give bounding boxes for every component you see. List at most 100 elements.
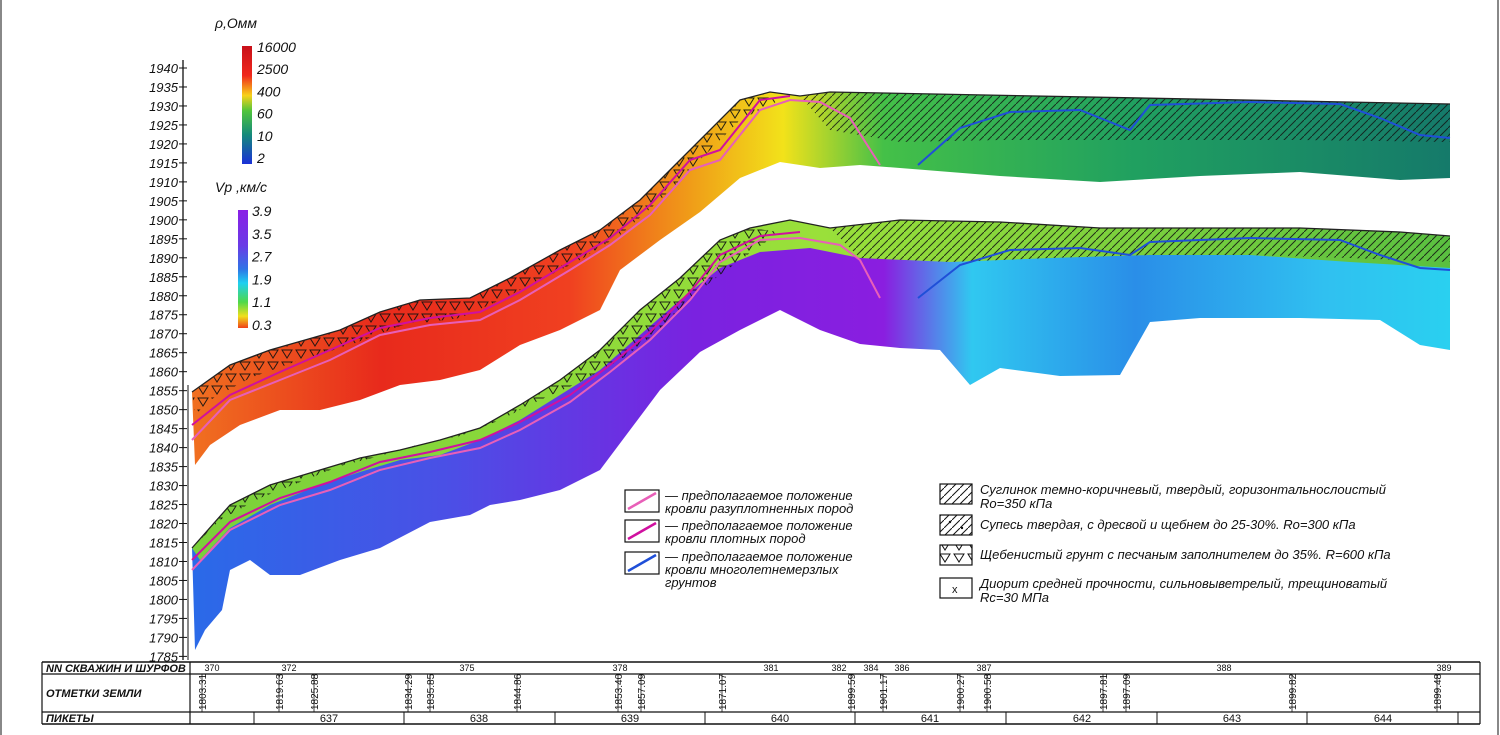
soil-legend-item: Щебенистый грунт с песчаным заполнителем…	[939, 544, 1391, 566]
ground-elevation-value: 1897.09	[1122, 673, 1133, 710]
soil-legend-text1: Суглинок темно-коричневый, твердый, гори…	[980, 482, 1386, 497]
well-number: 370	[204, 663, 219, 673]
picket-number: 640	[771, 713, 789, 725]
elevation-tick-label: 1835	[149, 460, 179, 475]
ground-elevation-value: 1900.58	[983, 673, 994, 710]
picket-number: 637	[320, 713, 338, 725]
elevation-tick-label: 1860	[149, 365, 179, 380]
gravel-band-lower	[192, 228, 780, 548]
picket-number: 638	[470, 713, 488, 725]
ground-elevation-value: 1897.81	[1099, 673, 1110, 710]
ground-elevation-value: 1834.29	[404, 673, 415, 710]
elevation-tick-label: 1910	[149, 175, 179, 190]
well-number: 378	[612, 663, 627, 673]
lines-legend-text1: — предполагаемое положение	[664, 549, 853, 564]
elevation-tick-label: 1840	[149, 441, 179, 456]
ground-elevation-value: 1899.48	[1433, 673, 1444, 710]
soil-legend-item: Суглинок темно-коричневый, твердый, гори…	[939, 482, 1386, 511]
elevation-tick-label: 1795	[149, 611, 179, 626]
elevation-tick-label: 1935	[149, 80, 179, 95]
well-number: 381	[763, 663, 778, 673]
well-number: 386	[894, 663, 909, 673]
ground-elevation-value: 1803.31	[198, 673, 209, 710]
lines-legend-text2: кровли разуплотненных пород	[665, 501, 853, 516]
elevation-tick-label: 1805	[149, 573, 179, 588]
table-row-pickets-label: ПИКЕТЫ	[46, 713, 95, 725]
velocity-scale-label: 1.1	[252, 294, 271, 310]
ground-elevation-value: 1819.63	[275, 673, 286, 710]
elevation-tick-label: 1820	[149, 517, 179, 532]
soil-legend-item: Супесь твердая, с дресвой и щебнем до 25…	[939, 514, 1356, 536]
velocity-scale-title: Vp ,км/с	[215, 179, 267, 195]
ground-surface-upper	[191, 91, 1451, 393]
elevation-tick-label: 1830	[149, 479, 179, 494]
dense-rock-roof-line-upper	[191, 95, 791, 426]
resistivity-scale-title: ρ,Омм	[214, 15, 257, 31]
well-number: 375	[459, 663, 474, 673]
ground-elevation-value: 1853.40	[614, 673, 625, 710]
resistivity-scale-label: 2	[256, 150, 265, 166]
soil-legend-text1: Щебенистый грунт с песчаным заполнителем…	[980, 547, 1391, 562]
well-number: 382	[831, 663, 846, 673]
elevation-tick-label: 1865	[149, 346, 179, 361]
elevation-tick-label: 1930	[149, 99, 179, 114]
loam-hatch-lower	[830, 220, 1450, 262]
velocity-scale-label: 3.9	[252, 203, 272, 219]
soil-legend-item: x Диорит средней прочности, сильновыветр…	[939, 576, 1387, 605]
elevation-tick-label: 1890	[149, 251, 179, 266]
ground-elevation-value: 1825.88	[310, 673, 321, 710]
elevation-tick-label: 1915	[149, 156, 179, 171]
elevation-tick-label: 1875	[149, 308, 179, 323]
velocity-scale-label: 2.7	[251, 249, 273, 265]
picket-number: 639	[621, 713, 639, 725]
loose-rock-roof-line-upper	[191, 98, 881, 441]
permafrost-roof-line-lower	[917, 236, 1451, 299]
picket-number: 643	[1223, 713, 1241, 725]
resistivity-scale-label: 400	[257, 83, 281, 99]
ground-elevation-value: 1835.85	[426, 673, 437, 710]
elevation-tick-label: 1850	[149, 403, 179, 418]
bottom-table: NN СКВАЖИН И ШУРФОВ ОТМЕТКИ ЗЕМЛИ ПИКЕТЫ…	[41, 661, 1481, 725]
resistivity-section	[191, 91, 1451, 465]
soil-legend-text1: Супесь твердая, с дресвой и щебнем до 25…	[980, 517, 1356, 532]
lines-legend-item: — предполагаемое положение кровли многол…	[624, 549, 853, 590]
soil-legend-text1: Диорит средней прочности, сильновыветрел…	[978, 576, 1387, 591]
velocity-scale: Vp ,км/с 3.9 3.5 2.7 1.9 1.1 0.3	[215, 179, 273, 333]
resistivity-scale: ρ,Омм 16000 2500 400 60 10 2	[214, 15, 296, 166]
elevation-tick-label: 1940	[149, 61, 179, 76]
elevation-tick-label: 1900	[149, 213, 179, 228]
elevation-tick-label: 1905	[149, 194, 179, 209]
lines-legend-text1: — предполагаемое положение	[664, 488, 853, 503]
table-row-wells-label: NN СКВАЖИН И ШУРФОВ	[46, 663, 186, 675]
elevation-tick-label: 1845	[149, 422, 179, 437]
picket-number: 642	[1073, 713, 1091, 725]
loam-hatch-upper	[800, 92, 1450, 142]
ground-elevation-value: 1857.09	[637, 673, 648, 710]
velocity-colorbar	[238, 210, 248, 328]
elevation-tick-label: 1895	[149, 232, 179, 247]
lines-legend: — предполагаемое положение кровли разупл…	[624, 488, 853, 590]
elevation-axis: 1940 1935 1930 1925 1920 1915 1910 1905 1900 1895…	[149, 60, 189, 664]
well-number: 384	[863, 663, 878, 673]
ground-elevation-value: 1871.07	[718, 673, 729, 710]
elevation-tick-label: 1800	[149, 592, 179, 607]
resistivity-scale-label: 10	[257, 128, 273, 144]
resistivity-scale-label: 60	[257, 106, 273, 122]
elevation-tick-label: 1785	[149, 649, 179, 664]
lines-legend-item: — предполагаемое положение кровли разупл…	[624, 488, 853, 516]
ground-elevation-value: 1899.59	[847, 673, 858, 710]
soil-legend: Суглинок темно-коричневый, твердый, гори…	[939, 482, 1391, 605]
resistivity-scale-label: 16000	[257, 39, 296, 55]
lines-legend-text3: грунтов	[665, 575, 717, 590]
well-number: 388	[1216, 663, 1231, 673]
ground-elevation-value: 1900.27	[956, 673, 967, 710]
dense-rock-roof-line-lower	[191, 231, 801, 561]
elevation-tick-label: 1815	[149, 536, 179, 551]
velocity-body	[192, 220, 1450, 650]
picket-number: 641	[921, 713, 939, 725]
picket-number: 644	[1374, 713, 1392, 725]
well-number: 389	[1436, 663, 1451, 673]
lines-legend-item: — предполагаемое положение кровли плотны…	[624, 518, 853, 546]
lines-legend-text2: кровли многолетнемерзлых	[665, 562, 839, 577]
